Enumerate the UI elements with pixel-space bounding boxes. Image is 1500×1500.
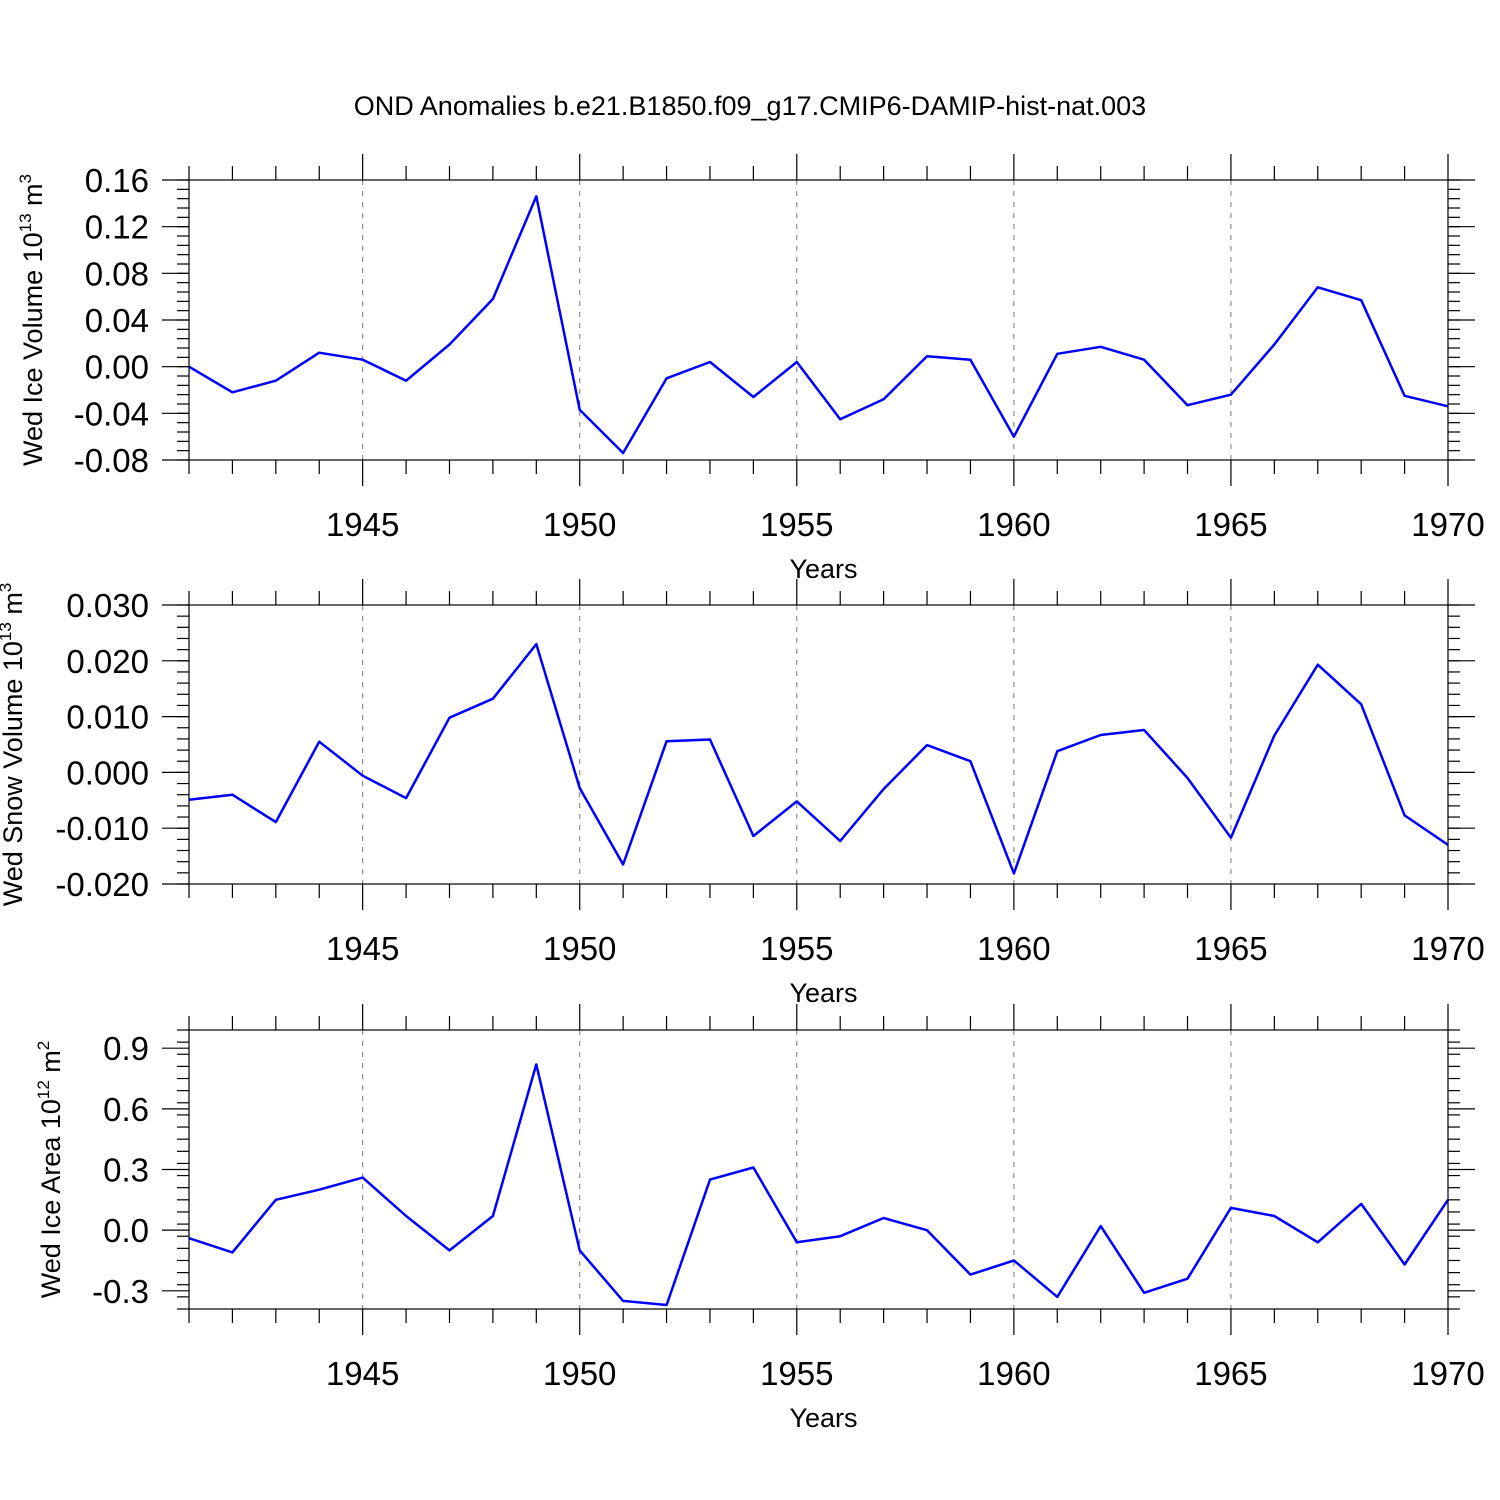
x-axis-title: Years <box>789 554 857 584</box>
y-tick-label: 0.00 <box>85 349 149 386</box>
x-tick-label: 1970 <box>1411 930 1484 967</box>
panel-2: -0.020 -0.010 0.000 0.010 0.020 0.030 1945 1950… <box>0 579 1485 1008</box>
x-tick-label: 1965 <box>1194 930 1267 967</box>
series-line <box>188 195 1449 455</box>
panel-3: -0.3 0.0 0.3 0.6 0.9 1945 1950 1955 1960 1965 1970… <box>34 1004 1485 1433</box>
y-tick-label: -0.010 <box>55 810 149 847</box>
y-tick-label: 0.020 <box>66 643 149 680</box>
x-tick-label: 1955 <box>760 930 833 967</box>
panel-1: -0.08 -0.04 0.00 0.04 0.08 0.12 0.16 1945 1950 19… <box>16 154 1485 584</box>
y-axis-title-part: 2 <box>34 1041 53 1050</box>
x-axis-title: Years <box>789 1403 857 1433</box>
x-tick-label: 1965 <box>1194 1355 1267 1392</box>
y-axis-title-part: m <box>18 183 48 213</box>
panels: -0.08 -0.04 0.00 0.04 0.08 0.12 0.16 1945 1950 19… <box>0 154 1485 1433</box>
y-axis-title: Wed Ice Volume 1013 m3 <box>16 174 48 466</box>
y-axis-title: Wed Snow Volume 1013 m3 <box>0 583 28 907</box>
y-axis-title-part: Wed Ice Volume 10 <box>18 232 48 466</box>
y-tick-label: 0.030 <box>66 587 149 624</box>
y-tick-label: 0.3 <box>103 1152 149 1189</box>
y-axis-title-part: Wed Ice Area 10 <box>36 1099 66 1298</box>
y-tick-label: 0.08 <box>85 255 149 292</box>
x-tick-label: 1960 <box>977 930 1050 967</box>
y-axis-title-part: m <box>0 592 28 622</box>
x-tick-label: 1945 <box>326 930 399 967</box>
y-axis-title: Wed Ice Area 1012 m2 <box>34 1041 66 1299</box>
x-axis-title: Years <box>789 978 857 1008</box>
x-tick-label: 1970 <box>1411 506 1484 543</box>
plot-frame <box>188 604 1449 885</box>
y-axis-title-part: 3 <box>16 174 35 183</box>
y-tick-label: 0.12 <box>85 209 149 246</box>
y-tick-label: -0.08 <box>74 442 149 479</box>
x-tick-label: 1950 <box>543 1355 616 1392</box>
y-tick-label: 0.6 <box>103 1091 149 1128</box>
x-tick-label: 1960 <box>977 506 1050 543</box>
y-axis-title-part: 13 <box>16 213 35 232</box>
y-tick-label: 0.16 <box>85 162 149 199</box>
x-tick-label: 1960 <box>977 1355 1050 1392</box>
x-tick-label: 1955 <box>760 506 833 543</box>
series-line <box>188 1063 1450 1307</box>
y-tick-label: -0.04 <box>74 395 149 432</box>
y-tick-label: 0.010 <box>66 699 149 736</box>
y-axis-title-part: 12 <box>34 1080 53 1099</box>
x-tick-label: 1945 <box>326 1355 399 1392</box>
x-tick-label: 1970 <box>1411 1355 1484 1392</box>
y-tick-label: -0.020 <box>55 866 149 903</box>
y-tick-label: 0.0 <box>103 1212 149 1249</box>
x-tick-label: 1955 <box>760 1355 833 1392</box>
y-axis-title-part: 3 <box>0 583 15 592</box>
plot-frame <box>188 1029 1449 1310</box>
series-line <box>188 642 1449 875</box>
chart-title: OND Anomalies b.e21.B1850.f09_g17.CMIP6-… <box>354 91 1146 121</box>
y-tick-label: 0.000 <box>66 754 149 791</box>
plot-frame <box>188 179 1449 461</box>
y-tick-label: -0.3 <box>92 1273 149 1310</box>
x-tick-label: 1965 <box>1194 506 1267 543</box>
y-axis-title-part: Wed Snow Volume 10 <box>0 641 28 906</box>
y-axis-title-part: m <box>36 1050 66 1080</box>
x-tick-label: 1950 <box>543 506 616 543</box>
y-tick-label: 0.9 <box>103 1030 149 1067</box>
x-tick-label: 1945 <box>326 506 399 543</box>
y-axis-title-part: 13 <box>0 622 15 641</box>
y-tick-label: 0.04 <box>85 302 149 339</box>
x-tick-label: 1950 <box>543 930 616 967</box>
